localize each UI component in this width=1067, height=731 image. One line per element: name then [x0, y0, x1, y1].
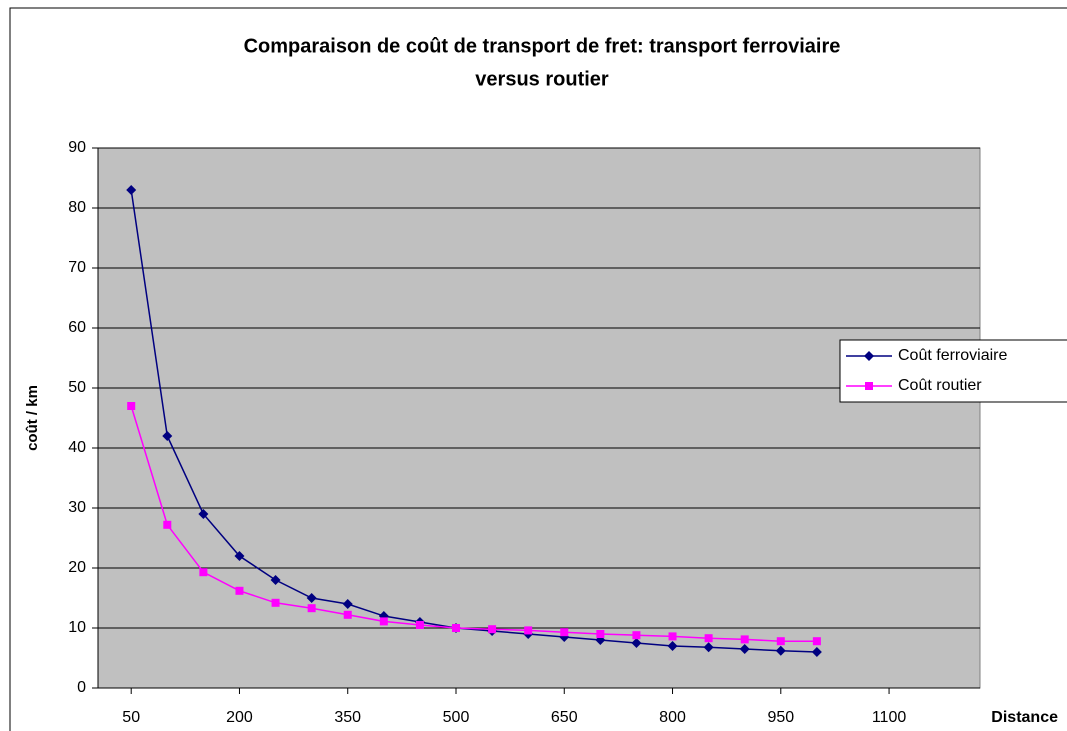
marker: [199, 568, 208, 577]
marker: [235, 586, 244, 595]
marker: [775, 645, 786, 656]
series-line: [130, 405, 817, 642]
marker: [740, 635, 749, 644]
marker: [864, 351, 874, 361]
marker: [865, 382, 873, 390]
x-tick-label: 1100: [872, 709, 907, 726]
marker: [127, 402, 136, 410]
marker: [703, 642, 714, 653]
y-axis-title: coût / km: [24, 385, 41, 451]
marker: [560, 628, 569, 637]
marker: [811, 647, 822, 657]
marker: [126, 185, 137, 195]
legend-box: [839, 339, 1067, 403]
marker: [198, 509, 209, 519]
marker: [162, 431, 173, 441]
chart-title: Comparaison de coût de transport de fret…: [244, 35, 841, 57]
marker: [379, 617, 388, 626]
y-tick-label: 0: [77, 679, 86, 696]
y-tick-label: 70: [68, 259, 86, 276]
y-tick-label: 40: [68, 439, 86, 456]
x-tick-label: 800: [659, 709, 686, 726]
plot-area: [97, 147, 981, 689]
x-tick-label: 50: [122, 709, 140, 726]
x-tick-label: 200: [226, 709, 253, 726]
marker: [704, 634, 713, 643]
marker: [271, 598, 280, 607]
chart-title: versus routier: [475, 68, 609, 90]
marker: [632, 631, 641, 640]
marker: [270, 575, 281, 585]
marker: [307, 604, 316, 613]
series-line: [130, 189, 817, 653]
marker: [415, 621, 424, 629]
y-tick-label: 50: [68, 379, 86, 396]
y-tick-label: 80: [68, 199, 86, 216]
marker: [596, 630, 605, 638]
y-tick-label: 30: [68, 499, 86, 516]
marker: [343, 610, 352, 619]
legend-label: Coût ferroviaire: [898, 347, 1007, 364]
legend-label: Coût routier: [898, 377, 982, 394]
marker: [668, 632, 677, 641]
y-tick-label: 60: [68, 319, 86, 336]
marker: [488, 625, 497, 634]
marker: [306, 593, 317, 603]
marker: [451, 624, 460, 632]
x-tick-label: 500: [443, 709, 470, 726]
x-tick-label: 650: [551, 709, 578, 726]
x-tick-label: 950: [767, 709, 794, 726]
y-tick-label: 90: [68, 139, 86, 156]
marker: [342, 599, 353, 609]
y-tick-label: 20: [68, 559, 86, 576]
marker: [739, 644, 750, 654]
marker: [234, 551, 245, 561]
marker: [667, 641, 678, 651]
marker: [524, 626, 533, 635]
x-axis-title: Distance: [991, 709, 1058, 726]
marker: [163, 520, 172, 529]
marker: [776, 637, 785, 646]
x-tick-label: 350: [334, 709, 361, 726]
marker: [812, 637, 821, 646]
y-tick-label: 10: [68, 619, 86, 636]
marker: [631, 638, 642, 648]
